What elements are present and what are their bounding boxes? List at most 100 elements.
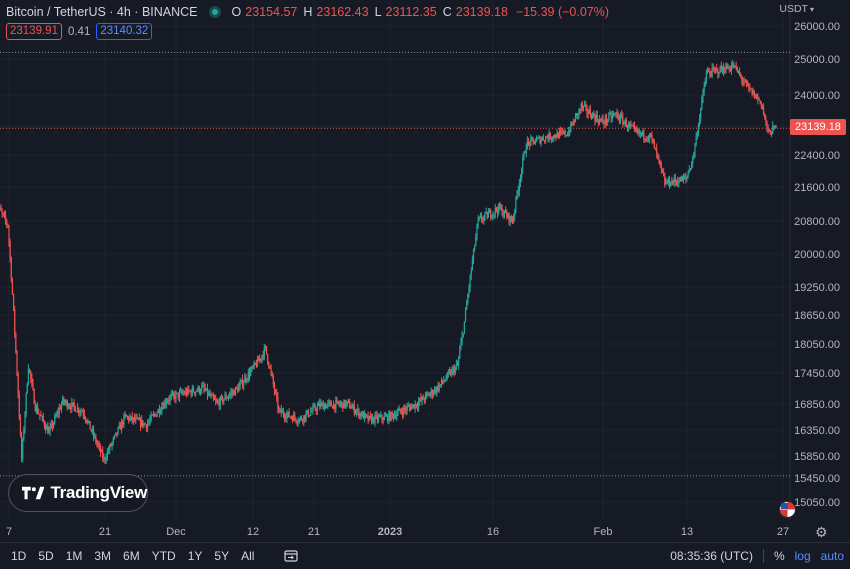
candle-body xyxy=(267,354,269,363)
candle-body xyxy=(600,119,602,121)
candle-body xyxy=(388,412,390,422)
candle-body xyxy=(561,131,563,133)
time-tick-label: 16 xyxy=(487,526,499,538)
candle-body xyxy=(241,379,244,387)
time-tick-label: 21 xyxy=(99,526,111,538)
candle-body xyxy=(734,65,736,68)
candle-body xyxy=(464,309,467,322)
candle-body xyxy=(573,121,575,123)
range-ytd-button[interactable]: YTD xyxy=(151,549,176,563)
candle-body xyxy=(203,385,205,389)
candle-body xyxy=(469,275,471,288)
range-all-button[interactable]: All xyxy=(241,549,255,563)
candle-body xyxy=(468,287,470,295)
candle-body xyxy=(500,207,502,209)
us-flag-icon[interactable] xyxy=(779,501,796,518)
candle-body xyxy=(90,429,92,432)
price-tick-label: 18050.00 xyxy=(794,339,840,351)
candle-body xyxy=(253,362,255,367)
log-scale-button[interactable]: log xyxy=(794,549,811,563)
range-6m-button[interactable]: 6M xyxy=(123,549,140,563)
percent-scale-button[interactable]: % xyxy=(773,549,785,563)
candle-body xyxy=(610,113,612,119)
candle-body xyxy=(414,403,416,409)
candle-body xyxy=(531,138,533,140)
range-1m-button[interactable]: 1M xyxy=(65,549,83,563)
range-1d-button[interactable]: 1D xyxy=(11,549,27,563)
goto-date-icon[interactable] xyxy=(284,550,299,562)
candle-body xyxy=(413,404,415,409)
candle-body xyxy=(219,397,221,407)
buy-price-button[interactable]: 23140.32 xyxy=(96,23,153,40)
gear-icon[interactable]: ⚙ xyxy=(815,524,828,540)
candle-body xyxy=(718,73,720,75)
range-3m-button[interactable]: 3M xyxy=(94,549,112,563)
candle-body xyxy=(237,387,239,392)
candle-body xyxy=(94,435,96,437)
candle-body xyxy=(448,371,451,373)
price-tick-label: 26000.00 xyxy=(794,21,840,33)
candle-body xyxy=(570,122,572,132)
candle-body xyxy=(429,393,431,396)
candle-body xyxy=(128,416,130,421)
candle-body xyxy=(19,417,22,434)
candle-body xyxy=(377,416,380,420)
candle-body xyxy=(427,393,429,395)
utc-clock[interactable]: 08:35:36 (UTC) xyxy=(670,549,753,563)
time-tick-label: 7 xyxy=(6,526,12,538)
candle-body xyxy=(356,410,358,413)
candle-body xyxy=(582,105,585,108)
time-axis[interactable]: 7 21 Dec 12 21 2023 16 Feb 13 27 xyxy=(6,526,789,538)
candle-body xyxy=(652,138,654,142)
range-1y-button[interactable]: 1Y xyxy=(187,549,203,563)
candle-body xyxy=(149,419,151,422)
candle-body xyxy=(96,442,98,444)
bid-ask-row: 23139.91 0.41 23140.32 xyxy=(6,23,153,40)
currency-selector[interactable]: USDT ▾ xyxy=(779,3,814,15)
candle-body xyxy=(3,214,6,216)
sell-price-button[interactable]: 23139.91 xyxy=(6,23,62,40)
candle-body xyxy=(767,129,769,130)
candle-body xyxy=(772,126,774,135)
candle-body xyxy=(183,393,185,395)
auto-scale-button[interactable]: auto xyxy=(820,549,844,563)
candle-body xyxy=(97,443,99,446)
candle-body xyxy=(714,68,717,70)
candle-body xyxy=(647,138,650,140)
currency-label: USDT xyxy=(779,3,808,15)
candle-body xyxy=(765,117,767,122)
candle-body xyxy=(232,390,234,394)
symbol-title[interactable]: Bitcoin / TetherUS · 4h · BINANCE xyxy=(6,5,198,19)
candle-body xyxy=(547,137,549,140)
price-chart[interactable]: 15050.00 15450.00 15850.00 16350.00 16850.00… xyxy=(0,0,850,542)
candle-body xyxy=(14,309,16,334)
candle-body xyxy=(713,68,716,70)
candle-body xyxy=(443,381,445,383)
market-open-dot-icon xyxy=(211,9,218,15)
candle-body xyxy=(450,371,452,376)
tradingview-logo[interactable]: TradingView xyxy=(8,474,148,512)
candle-body xyxy=(162,406,164,409)
range-5y-button[interactable]: 5Y xyxy=(214,549,230,563)
candle-body xyxy=(315,409,317,411)
candle-body xyxy=(398,408,400,411)
range-5d-button[interactable]: 5D xyxy=(38,549,54,563)
candle-body xyxy=(391,412,393,415)
candle-body xyxy=(748,85,750,87)
candle-body xyxy=(752,90,754,95)
candle-body xyxy=(293,414,295,422)
price-axis[interactable]: 15050.00 15450.00 15850.00 16350.00 16850.00… xyxy=(794,21,840,509)
candle-body xyxy=(70,407,72,410)
candle-body xyxy=(320,403,322,407)
candle-body xyxy=(204,388,206,391)
candle-body xyxy=(26,384,28,394)
candle-body xyxy=(276,392,278,398)
candle-body xyxy=(400,411,403,413)
candle-body xyxy=(666,181,668,184)
candle-body xyxy=(287,411,289,415)
candle-body xyxy=(580,103,582,110)
candle-body xyxy=(571,122,573,125)
candle-body xyxy=(644,138,646,140)
candle-body xyxy=(125,414,127,417)
candle-body xyxy=(530,138,532,146)
